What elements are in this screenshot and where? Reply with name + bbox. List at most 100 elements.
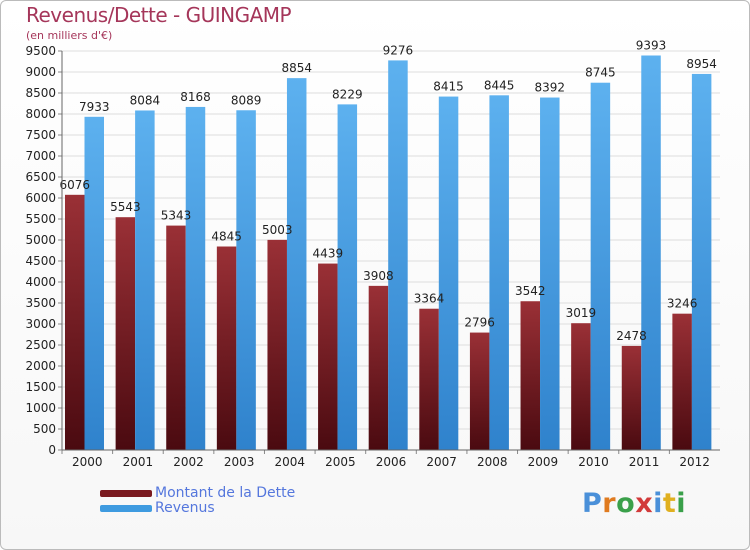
y-tick-label: 1000 — [25, 401, 56, 415]
bar-debt — [216, 246, 237, 450]
y-tick-label: 2500 — [25, 338, 56, 352]
y-tick-label: 7000 — [25, 149, 56, 163]
y-tick-label: 8500 — [25, 86, 56, 100]
data-label-revenue: 8084 — [130, 93, 161, 107]
data-label-debt: 6076 — [59, 178, 90, 192]
brand-logo-letter: x — [635, 488, 654, 519]
bar-revenue — [489, 95, 509, 450]
bar-revenue — [135, 110, 155, 451]
bar-debt — [115, 217, 136, 450]
y-tick-label: 5500 — [25, 212, 56, 226]
legend: Montant de la Dette Revenus — [100, 486, 295, 516]
y-tick-label: 0 — [48, 443, 56, 457]
y-tick-label: 6000 — [25, 191, 56, 205]
data-label-revenue: 8229 — [332, 87, 363, 101]
data-label-revenue: 8392 — [535, 81, 566, 95]
bar-debt — [267, 239, 287, 450]
bar-debt — [368, 285, 389, 450]
brand-logo: Proxiti — [582, 488, 686, 519]
chart-title: Revenus/Dette - GUINGAMP — [26, 3, 292, 27]
y-tick-label: 4500 — [25, 254, 56, 268]
bar-debt — [520, 301, 541, 450]
y-tick-label: 4000 — [25, 275, 56, 289]
data-label-revenue: 8745 — [585, 66, 616, 80]
data-label-revenue: 8954 — [686, 57, 717, 71]
y-tick-label: 3000 — [25, 317, 56, 331]
bar-revenue — [286, 78, 307, 450]
bar-debt — [65, 194, 85, 450]
y-tick-label: 7500 — [25, 128, 56, 142]
x-tick-label: 2010 — [578, 455, 609, 469]
brand-logo-letter: i — [653, 488, 663, 519]
x-tick-label: 2011 — [629, 455, 660, 469]
bar-revenue — [641, 55, 661, 451]
data-label-revenue: 9276 — [383, 43, 414, 57]
data-label-revenue: 8445 — [484, 78, 515, 92]
legend-label-debt: Montant de la Dette — [155, 485, 296, 501]
bar-revenue — [590, 82, 611, 451]
bar-revenue — [84, 116, 104, 451]
x-tick-label: 2006 — [376, 455, 407, 469]
brand-logo-letter: P — [582, 488, 603, 519]
data-label-debt: 3364 — [414, 292, 445, 306]
chart-subtitle: (en milliers d'€) — [26, 29, 113, 42]
y-tick-label: 500 — [33, 422, 56, 436]
data-label-revenue: 8415 — [433, 80, 464, 94]
x-tick-label: 2000 — [72, 455, 103, 469]
data-label-revenue: 8854 — [281, 61, 312, 75]
bar-debt — [419, 308, 439, 450]
data-label-debt: 2478 — [616, 329, 647, 343]
data-label-revenue: 9393 — [636, 38, 667, 52]
data-label-debt: 3542 — [515, 284, 546, 298]
data-label-debt: 5003 — [262, 223, 293, 237]
x-tick-label: 2005 — [325, 455, 356, 469]
data-label-debt: 5343 — [161, 209, 192, 223]
legend-item-revenue: Revenus — [100, 501, 295, 516]
legend-label-revenue: Revenus — [155, 500, 215, 516]
bar-revenue — [540, 97, 560, 450]
bar-revenue — [185, 106, 206, 450]
x-tick-label: 2003 — [224, 455, 255, 469]
x-tick-label: 2004 — [274, 455, 305, 469]
brand-logo-letter: i — [676, 488, 687, 519]
brand-logo-letter: o — [616, 488, 636, 519]
y-tick-label: 3500 — [25, 296, 56, 310]
y-tick-label: 6500 — [25, 170, 56, 184]
bar-revenue — [388, 60, 408, 451]
y-tick-label: 1500 — [25, 380, 56, 394]
brand-logo-letter: t — [662, 488, 677, 519]
x-tick-label: 2002 — [173, 455, 204, 469]
data-label-debt: 3908 — [363, 269, 394, 283]
bar-revenue — [438, 96, 459, 450]
bar-revenue — [236, 110, 256, 451]
data-label-debt: 3246 — [667, 297, 698, 311]
legend-swatch-debt — [100, 490, 152, 497]
data-label-revenue: 7933 — [79, 100, 110, 114]
data-label-debt: 2796 — [464, 316, 495, 330]
data-label-debt: 3019 — [566, 306, 597, 320]
bar-revenue — [691, 73, 712, 450]
x-tick-label: 2001 — [123, 455, 154, 469]
y-tick-label: 9500 — [25, 44, 56, 58]
data-label-debt: 5543 — [110, 200, 141, 214]
bar-debt — [672, 313, 692, 450]
bar-debt — [571, 323, 591, 450]
data-label-debt: 4845 — [211, 230, 242, 244]
x-tick-label: 2008 — [477, 455, 508, 469]
y-tick-label: 2000 — [25, 359, 56, 373]
brand-logo-letter: r — [602, 488, 617, 519]
x-tick-label: 2012 — [679, 455, 710, 469]
x-tick-label: 2007 — [426, 455, 457, 469]
bar-debt — [469, 332, 490, 450]
x-tick-label: 2009 — [528, 455, 559, 469]
data-label-revenue: 8089 — [231, 93, 262, 107]
legend-swatch-revenue — [100, 505, 152, 512]
y-tick-label: 9000 — [25, 65, 56, 79]
bar-revenue — [337, 104, 358, 450]
data-label-debt: 4439 — [313, 247, 344, 261]
legend-item-debt: Montant de la Dette — [100, 486, 295, 501]
y-tick-label: 8000 — [25, 107, 56, 121]
bar-debt — [621, 345, 642, 450]
bar-debt — [166, 225, 186, 450]
